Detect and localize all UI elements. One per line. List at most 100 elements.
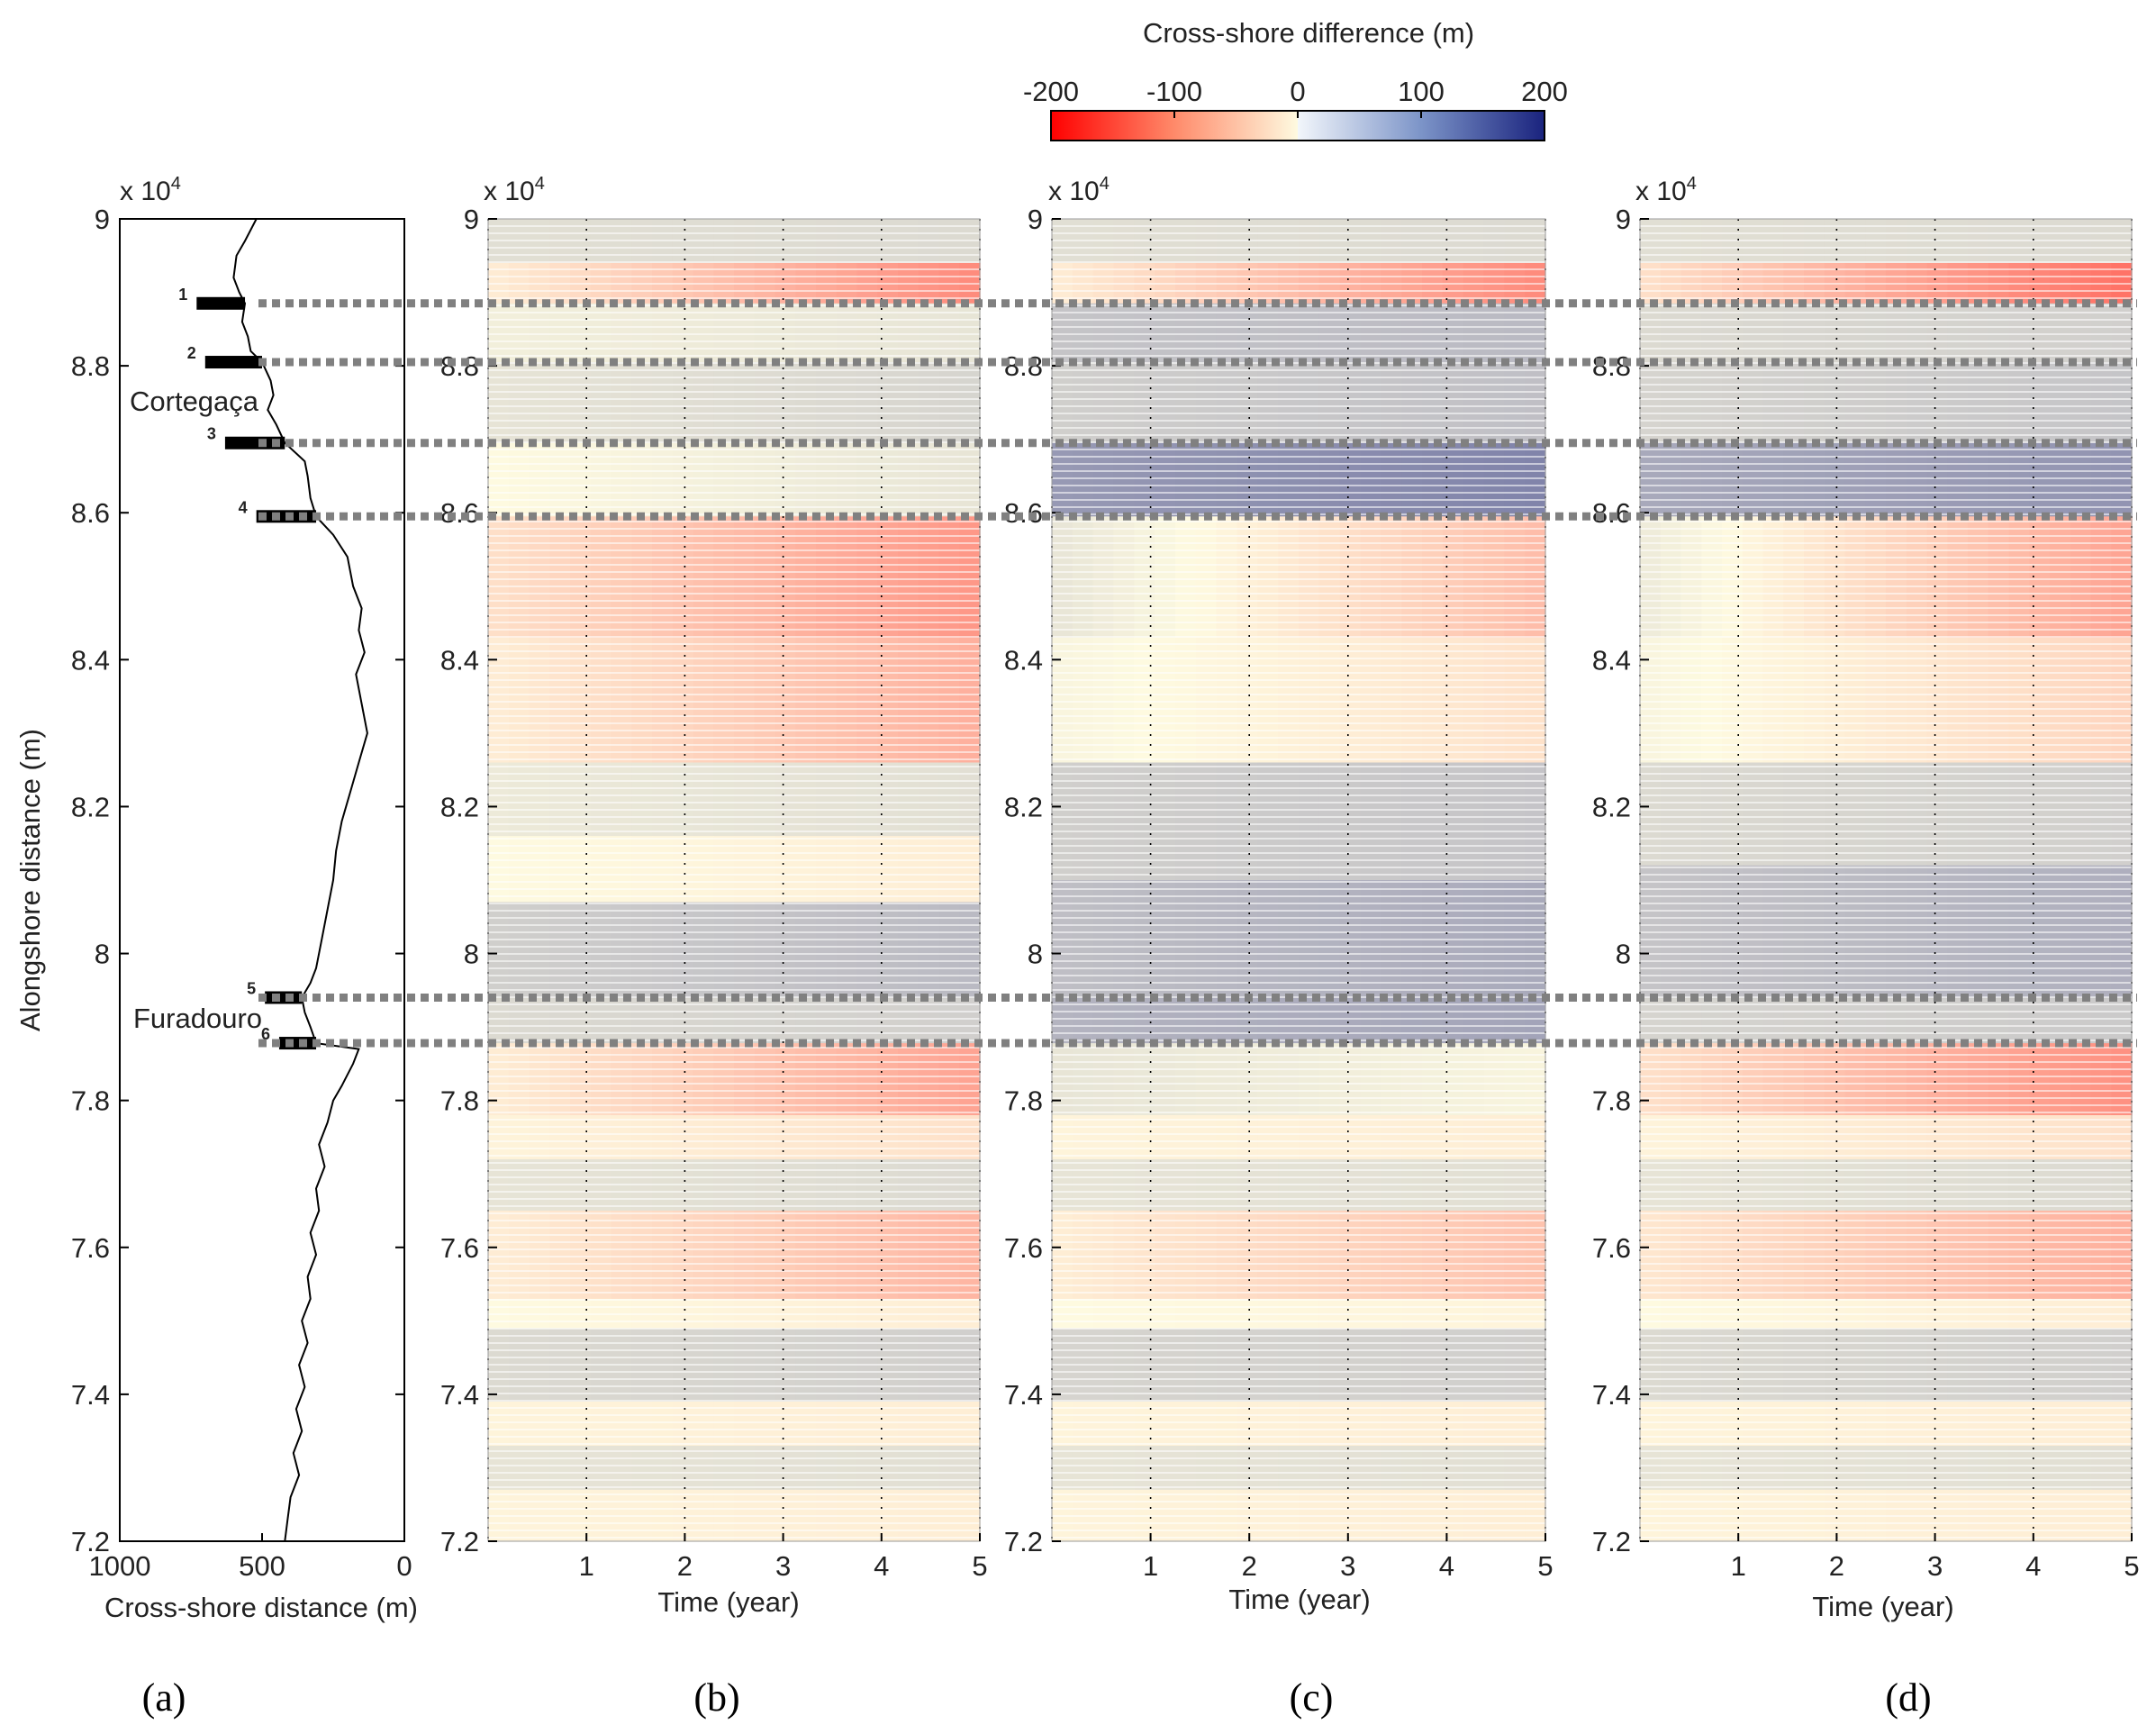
structure-number: 1 <box>178 286 187 304</box>
heatmap-cell <box>652 902 674 999</box>
heatmap-cell <box>1483 762 1505 881</box>
heatmap-cell <box>1906 1402 1928 1447</box>
heatmap-cell <box>1318 362 1341 444</box>
heatmap-cell <box>1237 997 1258 1044</box>
heatmap-cell <box>488 516 510 639</box>
heatmap-cell <box>1278 997 1300 1044</box>
heatmap-cell <box>1278 362 1300 444</box>
heatmap-cell <box>611 1402 632 1447</box>
heatmap-cell <box>1660 762 1682 867</box>
x-tick-label: 4 <box>874 1550 889 1582</box>
heatmap-cell <box>1947 442 1969 517</box>
y-tick-label: 9 <box>1028 204 1043 235</box>
heatmap-cell <box>1278 1446 1300 1491</box>
y-tick-label: 8 <box>1616 939 1631 970</box>
heatmap-cell <box>1318 303 1341 363</box>
heatmap-cell <box>2090 1446 2112 1491</box>
heatmap-cell <box>959 637 981 764</box>
panel-b-y-exponent: x 104 <box>484 174 545 206</box>
heatmap-cell <box>652 1115 674 1160</box>
heatmap-cell <box>1318 442 1341 517</box>
heatmap-cell <box>856 1402 878 1447</box>
heatmap-cell <box>1525 362 1546 444</box>
heatmap-cell <box>1742 1115 1764 1160</box>
panel-a-y-exponent: x 104 <box>120 174 181 206</box>
heatmap-cell <box>734 303 756 363</box>
heatmap-cell <box>1762 303 1784 363</box>
heatmap-cell <box>713 362 735 444</box>
heatmap-cell <box>1195 762 1218 881</box>
heatmap-cell <box>1134 1115 1155 1160</box>
heatmap-cell <box>611 637 632 764</box>
heatmap-cell <box>795 516 817 639</box>
heatmap-cell <box>1525 1402 1546 1447</box>
heatmap-cell <box>1886 303 1907 363</box>
heatmap-cell <box>529 1211 550 1300</box>
heatmap-cell <box>1865 1446 1887 1491</box>
x-tick-label: 500 <box>239 1550 285 1582</box>
heatmap-cell <box>549 637 571 764</box>
heatmap-cell <box>1906 762 1928 867</box>
heatmap-cell <box>1722 1446 1744 1491</box>
heatmap-cell <box>652 303 674 363</box>
heatmap-cell <box>1360 762 1381 881</box>
heatmap-cell <box>1783 516 1805 639</box>
heatmap-cell <box>1660 442 1682 517</box>
heatmap-cell <box>1463 997 1485 1044</box>
heatmap-cell <box>938 637 960 764</box>
heatmap-cell <box>734 1115 756 1160</box>
heatmap-cell <box>918 362 940 444</box>
heatmap-cell <box>2050 637 2071 764</box>
heatmap-cell <box>938 902 960 999</box>
heatmap-cell <box>1525 997 1546 1044</box>
heatmap-cell <box>570 902 592 999</box>
heatmap-cell <box>2029 1446 2051 1491</box>
heatmap-cell <box>1483 303 1505 363</box>
heatmap-cell <box>1155 1115 1176 1160</box>
heatmap-cell <box>1072 516 1094 639</box>
heatmap-cell <box>1504 362 1526 444</box>
heatmap-cell <box>1381 442 1402 517</box>
heatmap-cell <box>1463 1402 1485 1447</box>
heatmap-cell <box>1742 997 1764 1044</box>
heatmap-cell <box>918 516 940 639</box>
heatmap-cell <box>1783 637 1805 764</box>
structure-marker <box>265 991 303 1004</box>
heatmap-cell <box>713 1446 735 1491</box>
heatmap-cell <box>1155 762 1176 881</box>
heatmap-cell <box>713 997 735 1044</box>
heatmap-cell <box>1339 1446 1362 1491</box>
heatmap-cell <box>1844 637 1866 764</box>
heatmap-cell <box>1237 516 1258 639</box>
structure-marker <box>196 296 246 310</box>
heatmap-cell <box>1299 637 1320 764</box>
heatmap-cell <box>1804 997 1825 1044</box>
heatmap-cell <box>652 362 674 444</box>
heatmap-cell <box>1988 362 2010 444</box>
heatmap-cell <box>1701 516 1723 639</box>
x-tick-label: 3 <box>1340 1550 1355 1582</box>
heatmap-cell <box>1886 516 1907 639</box>
heatmap-cell <box>2111 1211 2133 1300</box>
x-tick-label: 2 <box>677 1550 693 1582</box>
heatmap-cell <box>1401 1446 1423 1491</box>
heatmap-cell <box>1052 362 1073 444</box>
heatmap-cell <box>1257 303 1279 363</box>
heatmap-cell <box>2070 362 2092 444</box>
y-tick-label: 8.8 <box>1004 350 1043 382</box>
heatmap-cell <box>1381 762 1402 881</box>
heatmap-cell <box>877 902 899 999</box>
heatmap-cell <box>631 362 653 444</box>
heatmap-cell <box>1216 637 1238 764</box>
heatmap-cell <box>1865 516 1887 639</box>
heatmap-cell <box>734 1402 756 1447</box>
heatmap-cell <box>877 303 899 363</box>
heatmap-cell <box>1722 516 1744 639</box>
heatmap-cell <box>1483 1211 1505 1300</box>
heatmap-cell <box>1092 303 1115 363</box>
heatmap-cell <box>2029 362 2051 444</box>
heatmap-cell <box>1824 362 1846 444</box>
heatmap-cell <box>2070 1402 2092 1447</box>
heatmap-cell <box>938 362 960 444</box>
